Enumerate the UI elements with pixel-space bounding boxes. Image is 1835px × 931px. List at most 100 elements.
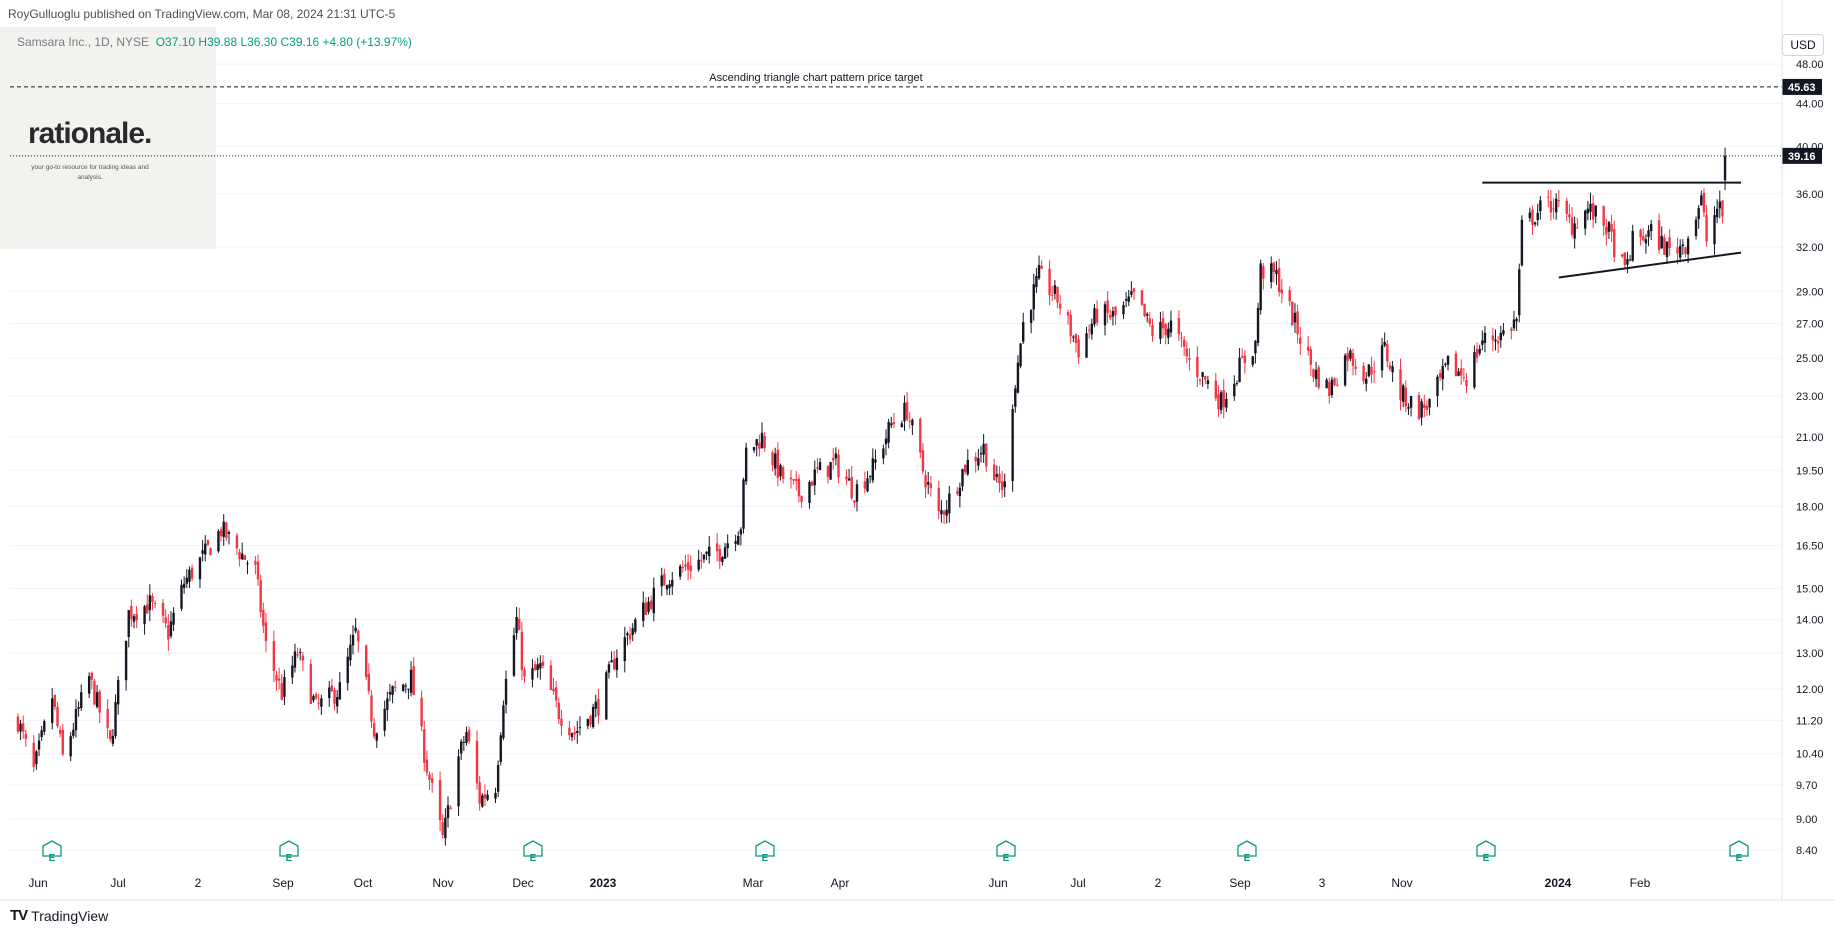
candle-body [671, 579, 674, 587]
candle [1642, 227, 1645, 242]
candle-body [1270, 263, 1273, 283]
candle-body [283, 677, 286, 697]
candle [708, 536, 711, 564]
candle [1676, 237, 1679, 265]
candle [56, 702, 59, 729]
candle-body [180, 584, 183, 609]
candle-body [623, 637, 626, 662]
candle [449, 805, 452, 810]
tradingview-footer[interactable]: TV TradingView [10, 907, 108, 924]
candle [1262, 263, 1265, 290]
candle-body [1056, 286, 1059, 303]
candle-body [1293, 312, 1297, 323]
candle-body [589, 716, 592, 725]
candle [1140, 290, 1144, 307]
candle [541, 655, 545, 669]
candle-body [111, 735, 115, 744]
candle-body [1639, 229, 1642, 238]
candle [1354, 358, 1357, 376]
candle [87, 672, 91, 699]
candle [924, 470, 927, 499]
candle-body [557, 702, 561, 720]
candle [1317, 365, 1320, 390]
candle-body [1222, 390, 1225, 408]
candle-body [478, 782, 481, 804]
candle-body [1380, 345, 1384, 371]
candle-body [1626, 259, 1629, 265]
candle [1051, 285, 1054, 302]
candle [1014, 384, 1017, 413]
candle [188, 566, 191, 589]
candle [1225, 392, 1228, 413]
candle [1277, 258, 1281, 297]
candle-body [605, 672, 608, 720]
candle-body [1201, 372, 1204, 378]
candle [51, 687, 54, 730]
candle-body [607, 664, 611, 673]
candle-body [1520, 219, 1524, 266]
candle-body [816, 467, 819, 469]
candle-body [106, 709, 109, 729]
candle [1557, 190, 1561, 208]
candle [1539, 196, 1542, 220]
candle-body [594, 701, 597, 709]
candle-body [438, 779, 442, 821]
candle [668, 580, 671, 596]
candle-body [1589, 203, 1592, 212]
candle [1446, 355, 1450, 371]
candle-body [826, 465, 830, 477]
candle [291, 655, 294, 684]
candle-body [1404, 387, 1407, 407]
candle [1182, 335, 1186, 356]
candle-body [1462, 377, 1466, 379]
candle [985, 443, 988, 472]
candle-body [1623, 252, 1626, 266]
candle-body [663, 573, 666, 586]
candle-body [642, 602, 645, 621]
candle-body [430, 778, 434, 783]
candle-body [1515, 319, 1518, 322]
candle [370, 690, 373, 728]
candle [718, 544, 721, 570]
candle-body [536, 664, 539, 671]
candle [95, 685, 99, 709]
candle [1380, 337, 1384, 378]
candle [1151, 318, 1154, 342]
candle-body [35, 751, 38, 765]
candle-body [423, 729, 426, 763]
candle-body [190, 567, 194, 579]
candle [1259, 259, 1262, 315]
candle [523, 666, 526, 683]
candle [206, 539, 210, 547]
candle-body [227, 532, 231, 534]
candle [161, 599, 165, 623]
candle-body [185, 577, 188, 584]
candle-body [908, 420, 911, 422]
candle [346, 647, 349, 691]
candle-body [1254, 341, 1257, 354]
rationale-logo: rationale. [28, 117, 152, 150]
candle-body [966, 459, 969, 475]
candle [1159, 311, 1162, 344]
candle-body [900, 423, 904, 428]
candle-body [1182, 339, 1186, 347]
currency-button[interactable]: USD [1782, 34, 1824, 56]
candle-body [1502, 330, 1505, 335]
candle [810, 480, 814, 487]
candle [180, 579, 183, 611]
candle-body [32, 742, 35, 767]
symbol-legend[interactable]: Samsara Inc., 1D, NYSE O37.10 H39.88 L36… [17, 35, 412, 49]
candle-body [40, 730, 43, 737]
candle [742, 477, 745, 534]
candle [1465, 373, 1468, 394]
candle [1022, 312, 1025, 345]
candle-body [628, 634, 632, 640]
candle-body [1241, 356, 1244, 358]
candle [905, 392, 909, 422]
candle-body [1328, 382, 1331, 397]
candle-body [204, 543, 207, 555]
candle-body [1565, 200, 1568, 214]
candle [1148, 312, 1152, 328]
candle-body [312, 696, 315, 701]
